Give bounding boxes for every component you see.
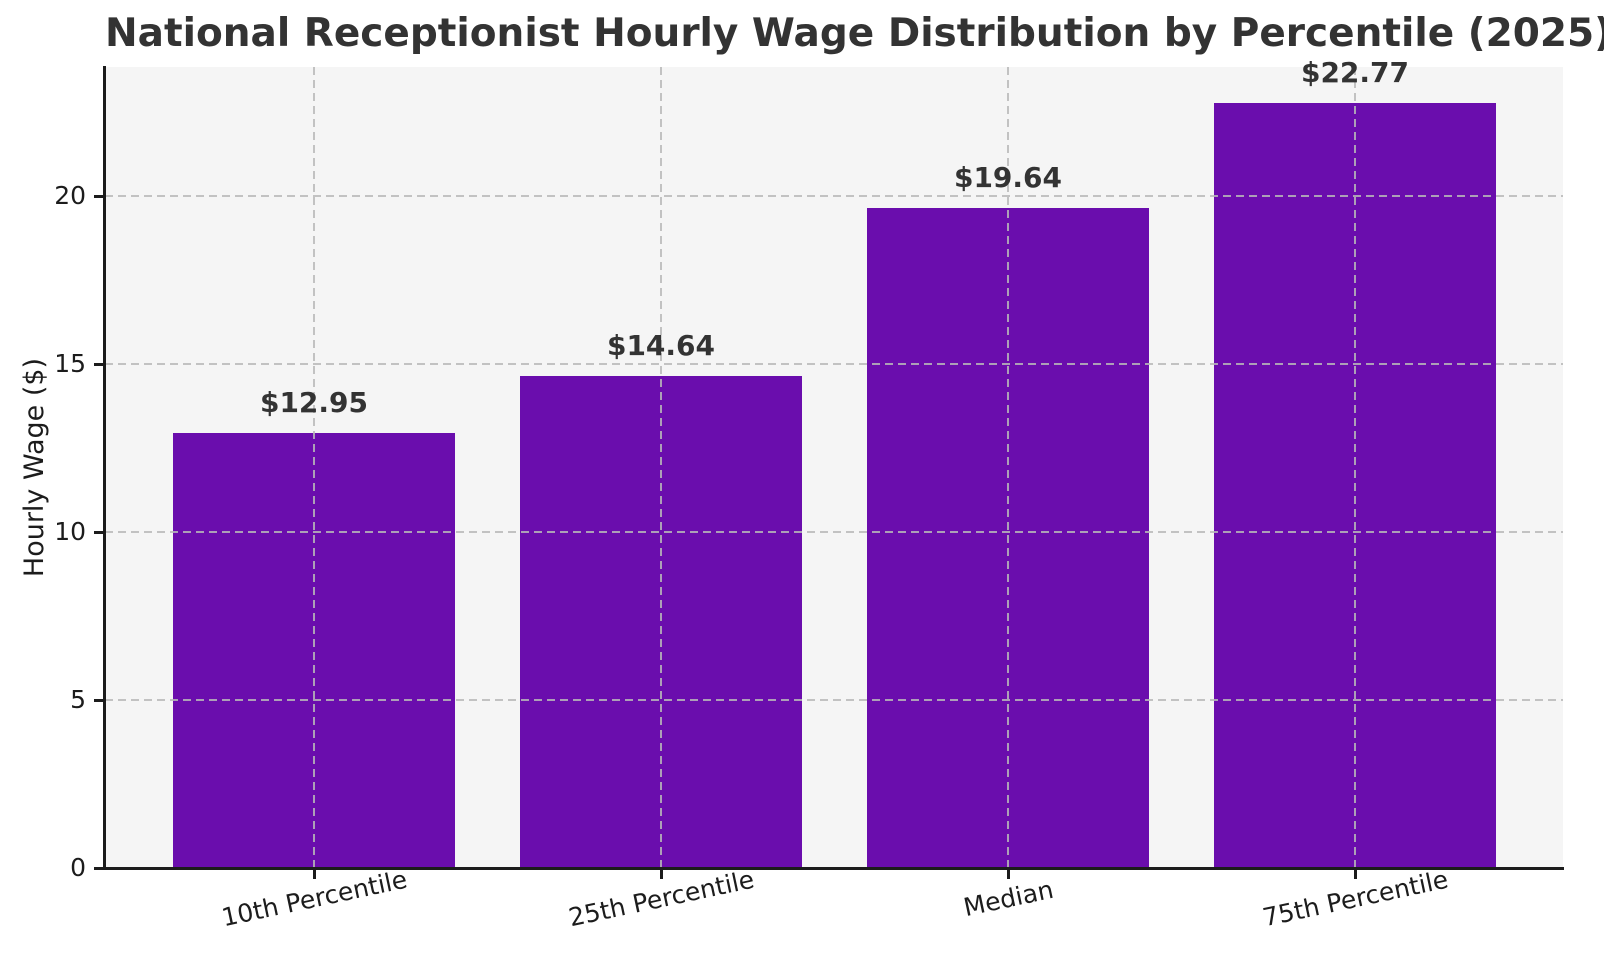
value-label-75th-percentile: $22.77 bbox=[1300, 55, 1410, 89]
v-gridline-median bbox=[1007, 67, 1009, 868]
y-tick-mark-10 bbox=[94, 530, 103, 534]
x-tick-label-text-median: Median bbox=[960, 874, 1056, 923]
y-tick-label-0: 0 bbox=[70, 853, 86, 882]
h-gridline-20 bbox=[105, 195, 1563, 197]
chart-title: National Receptionist Hourly Wage Distri… bbox=[105, 11, 1604, 56]
value-label-median: $19.64 bbox=[953, 161, 1063, 195]
x-tick-mark-75th-percentile bbox=[1353, 870, 1357, 879]
x-tick-label-25th-percentile: 25th Percentile bbox=[501, 865, 821, 933]
h-gridline-5 bbox=[105, 699, 1563, 701]
value-label-10th-percentile: $12.95 bbox=[259, 385, 369, 419]
x-axis-line bbox=[103, 867, 1564, 870]
v-gridline-75th-percentile bbox=[1354, 67, 1356, 868]
value-label-25th-percentile: $14.64 bbox=[606, 329, 716, 363]
y-tick-label-5: 5 bbox=[70, 685, 86, 714]
y-tick-mark-20 bbox=[94, 194, 103, 198]
y-tick-label-20: 20 bbox=[54, 181, 86, 210]
x-tick-mark-25th-percentile bbox=[659, 870, 663, 879]
v-gridline-25th-percentile bbox=[660, 67, 662, 868]
v-gridline-10th-percentile bbox=[313, 67, 315, 868]
h-gridline-10 bbox=[105, 531, 1563, 533]
y-tick-mark-15 bbox=[94, 362, 103, 366]
y-axis-line bbox=[103, 66, 106, 870]
y-tick-mark-5 bbox=[94, 698, 103, 702]
x-tick-mark-10th-percentile bbox=[312, 870, 316, 879]
h-gridline-15 bbox=[105, 363, 1563, 365]
x-tick-label-10th-percentile: 10th Percentile bbox=[154, 865, 474, 933]
y-tick-label-15: 15 bbox=[54, 349, 86, 378]
y-tick-label-10: 10 bbox=[54, 517, 86, 546]
x-tick-mark-median bbox=[1006, 870, 1010, 879]
y-tick-mark-0 bbox=[94, 866, 103, 870]
x-tick-label-median: Median bbox=[848, 875, 1168, 922]
x-tick-label-75th-percentile: 75th Percentile bbox=[1195, 865, 1515, 933]
